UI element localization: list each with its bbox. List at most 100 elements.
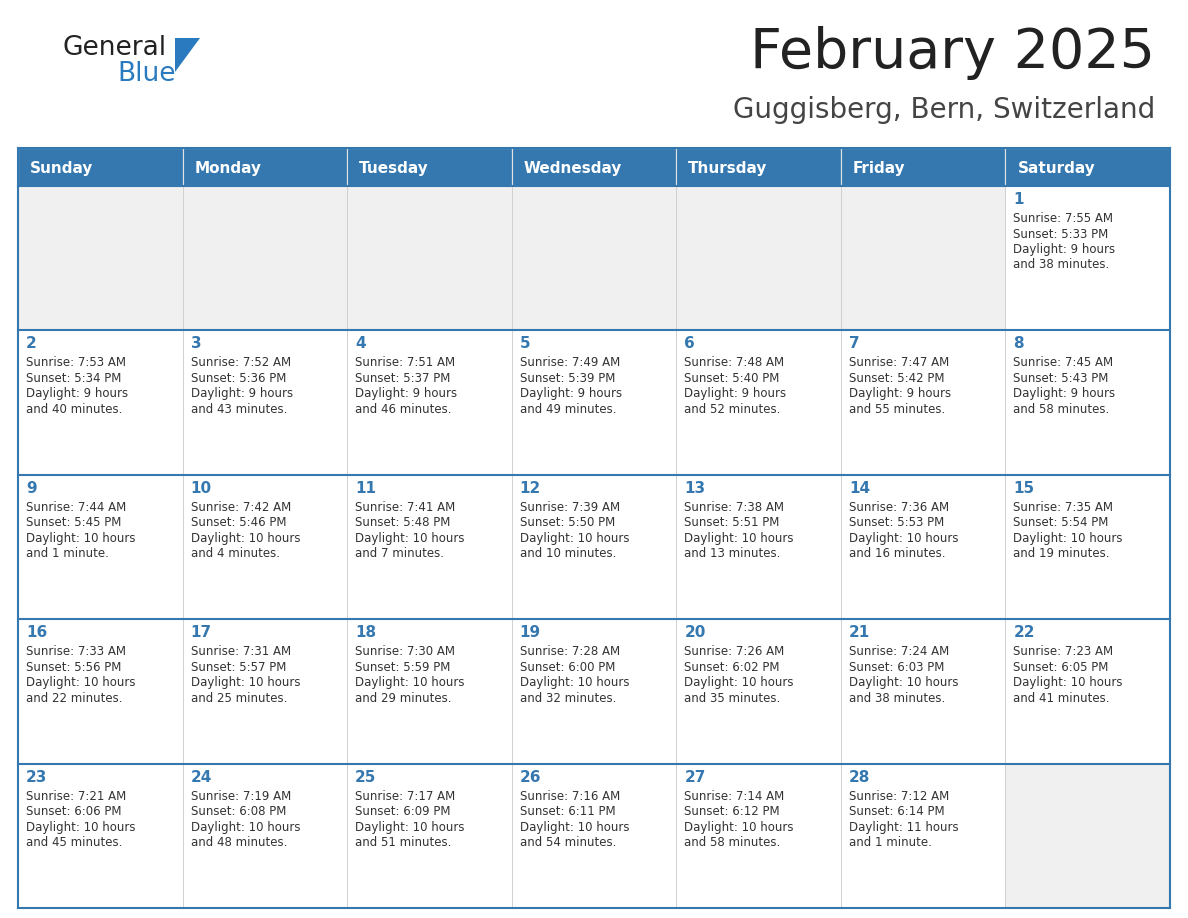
Text: 14: 14 bbox=[849, 481, 870, 496]
Text: Daylight: 10 hours: Daylight: 10 hours bbox=[190, 821, 301, 834]
Text: Sunrise: 7:42 AM: Sunrise: 7:42 AM bbox=[190, 501, 291, 514]
Text: Daylight: 10 hours: Daylight: 10 hours bbox=[684, 821, 794, 834]
Text: Sunrise: 7:52 AM: Sunrise: 7:52 AM bbox=[190, 356, 291, 369]
Text: and 25 minutes.: and 25 minutes. bbox=[190, 691, 287, 705]
Text: and 35 minutes.: and 35 minutes. bbox=[684, 691, 781, 705]
Polygon shape bbox=[175, 38, 200, 72]
Text: Sunday: Sunday bbox=[30, 161, 94, 175]
Text: Monday: Monday bbox=[195, 161, 261, 175]
Text: and 43 minutes.: and 43 minutes. bbox=[190, 403, 287, 416]
Text: and 40 minutes.: and 40 minutes. bbox=[26, 403, 122, 416]
Text: and 52 minutes.: and 52 minutes. bbox=[684, 403, 781, 416]
Text: 21: 21 bbox=[849, 625, 870, 640]
Text: Daylight: 10 hours: Daylight: 10 hours bbox=[26, 532, 135, 544]
Bar bbox=[1005, 764, 1170, 908]
Text: Blue: Blue bbox=[116, 61, 176, 87]
Text: 2: 2 bbox=[26, 336, 37, 352]
Text: 23: 23 bbox=[26, 769, 48, 785]
Bar bbox=[18, 148, 183, 186]
Text: Sunset: 5:33 PM: Sunset: 5:33 PM bbox=[1013, 228, 1108, 241]
Text: 10: 10 bbox=[190, 481, 211, 496]
Bar bbox=[347, 475, 512, 620]
Text: and 55 minutes.: and 55 minutes. bbox=[849, 403, 946, 416]
Text: Sunset: 6:03 PM: Sunset: 6:03 PM bbox=[849, 661, 944, 674]
Bar bbox=[512, 620, 676, 764]
Text: February 2025: February 2025 bbox=[750, 26, 1155, 80]
Text: and 41 minutes.: and 41 minutes. bbox=[1013, 691, 1110, 705]
Text: 22: 22 bbox=[1013, 625, 1035, 640]
Text: Sunset: 5:54 PM: Sunset: 5:54 PM bbox=[1013, 516, 1108, 530]
Bar bbox=[1005, 148, 1170, 186]
Bar bbox=[841, 148, 1005, 186]
Text: Sunrise: 7:39 AM: Sunrise: 7:39 AM bbox=[519, 501, 620, 514]
Bar bbox=[183, 620, 347, 764]
Text: 3: 3 bbox=[190, 336, 201, 352]
Bar bbox=[183, 186, 347, 330]
Text: 17: 17 bbox=[190, 625, 211, 640]
Text: and 10 minutes.: and 10 minutes. bbox=[519, 547, 617, 560]
Bar bbox=[676, 148, 841, 186]
Bar bbox=[676, 475, 841, 620]
Text: 15: 15 bbox=[1013, 481, 1035, 496]
Bar bbox=[676, 186, 841, 330]
Bar bbox=[512, 764, 676, 908]
Text: 9: 9 bbox=[26, 481, 37, 496]
Text: Daylight: 10 hours: Daylight: 10 hours bbox=[355, 532, 465, 544]
Text: Sunrise: 7:38 AM: Sunrise: 7:38 AM bbox=[684, 501, 784, 514]
Text: Sunset: 5:34 PM: Sunset: 5:34 PM bbox=[26, 372, 121, 385]
Text: General: General bbox=[62, 35, 166, 61]
Text: and 58 minutes.: and 58 minutes. bbox=[684, 836, 781, 849]
Bar bbox=[347, 764, 512, 908]
Text: Sunrise: 7:47 AM: Sunrise: 7:47 AM bbox=[849, 356, 949, 369]
Text: 1: 1 bbox=[1013, 192, 1024, 207]
Text: Sunset: 5:56 PM: Sunset: 5:56 PM bbox=[26, 661, 121, 674]
Text: and 38 minutes.: and 38 minutes. bbox=[1013, 259, 1110, 272]
Text: and 46 minutes.: and 46 minutes. bbox=[355, 403, 451, 416]
Text: Daylight: 9 hours: Daylight: 9 hours bbox=[684, 387, 786, 400]
Text: and 7 minutes.: and 7 minutes. bbox=[355, 547, 444, 560]
Text: Sunrise: 7:31 AM: Sunrise: 7:31 AM bbox=[190, 645, 291, 658]
Text: Daylight: 10 hours: Daylight: 10 hours bbox=[849, 532, 959, 544]
Text: Daylight: 10 hours: Daylight: 10 hours bbox=[26, 677, 135, 689]
Text: Daylight: 9 hours: Daylight: 9 hours bbox=[26, 387, 128, 400]
Text: 20: 20 bbox=[684, 625, 706, 640]
Text: Friday: Friday bbox=[853, 161, 905, 175]
Text: and 1 minute.: and 1 minute. bbox=[26, 547, 109, 560]
Text: Guggisberg, Bern, Switzerland: Guggisberg, Bern, Switzerland bbox=[733, 96, 1155, 124]
Text: and 49 minutes.: and 49 minutes. bbox=[519, 403, 617, 416]
Text: 18: 18 bbox=[355, 625, 377, 640]
Text: and 38 minutes.: and 38 minutes. bbox=[849, 691, 946, 705]
Text: Sunset: 5:59 PM: Sunset: 5:59 PM bbox=[355, 661, 450, 674]
Text: Sunrise: 7:23 AM: Sunrise: 7:23 AM bbox=[1013, 645, 1113, 658]
Text: Sunrise: 7:48 AM: Sunrise: 7:48 AM bbox=[684, 356, 784, 369]
Text: Daylight: 9 hours: Daylight: 9 hours bbox=[190, 387, 292, 400]
Text: Sunset: 6:11 PM: Sunset: 6:11 PM bbox=[519, 805, 615, 818]
Text: Sunrise: 7:28 AM: Sunrise: 7:28 AM bbox=[519, 645, 620, 658]
Text: Sunset: 5:40 PM: Sunset: 5:40 PM bbox=[684, 372, 779, 385]
Text: Sunrise: 7:17 AM: Sunrise: 7:17 AM bbox=[355, 789, 455, 802]
Text: and 4 minutes.: and 4 minutes. bbox=[190, 547, 279, 560]
Bar bbox=[18, 330, 183, 475]
Text: Sunrise: 7:41 AM: Sunrise: 7:41 AM bbox=[355, 501, 455, 514]
Text: Saturday: Saturday bbox=[1017, 161, 1095, 175]
Text: Daylight: 10 hours: Daylight: 10 hours bbox=[519, 532, 630, 544]
Bar bbox=[512, 186, 676, 330]
Text: and 45 minutes.: and 45 minutes. bbox=[26, 836, 122, 849]
Text: Sunrise: 7:14 AM: Sunrise: 7:14 AM bbox=[684, 789, 784, 802]
Text: Sunset: 6:02 PM: Sunset: 6:02 PM bbox=[684, 661, 779, 674]
Text: Sunset: 5:39 PM: Sunset: 5:39 PM bbox=[519, 372, 615, 385]
Text: and 58 minutes.: and 58 minutes. bbox=[1013, 403, 1110, 416]
Bar bbox=[841, 764, 1005, 908]
Bar bbox=[1005, 475, 1170, 620]
Bar bbox=[676, 330, 841, 475]
Text: Sunrise: 7:49 AM: Sunrise: 7:49 AM bbox=[519, 356, 620, 369]
Text: 19: 19 bbox=[519, 625, 541, 640]
Text: Sunrise: 7:45 AM: Sunrise: 7:45 AM bbox=[1013, 356, 1113, 369]
Text: Sunrise: 7:33 AM: Sunrise: 7:33 AM bbox=[26, 645, 126, 658]
Text: Daylight: 10 hours: Daylight: 10 hours bbox=[684, 532, 794, 544]
Bar bbox=[183, 330, 347, 475]
Text: Sunrise: 7:51 AM: Sunrise: 7:51 AM bbox=[355, 356, 455, 369]
Text: Daylight: 9 hours: Daylight: 9 hours bbox=[1013, 387, 1116, 400]
Bar bbox=[183, 475, 347, 620]
Text: Sunset: 5:42 PM: Sunset: 5:42 PM bbox=[849, 372, 944, 385]
